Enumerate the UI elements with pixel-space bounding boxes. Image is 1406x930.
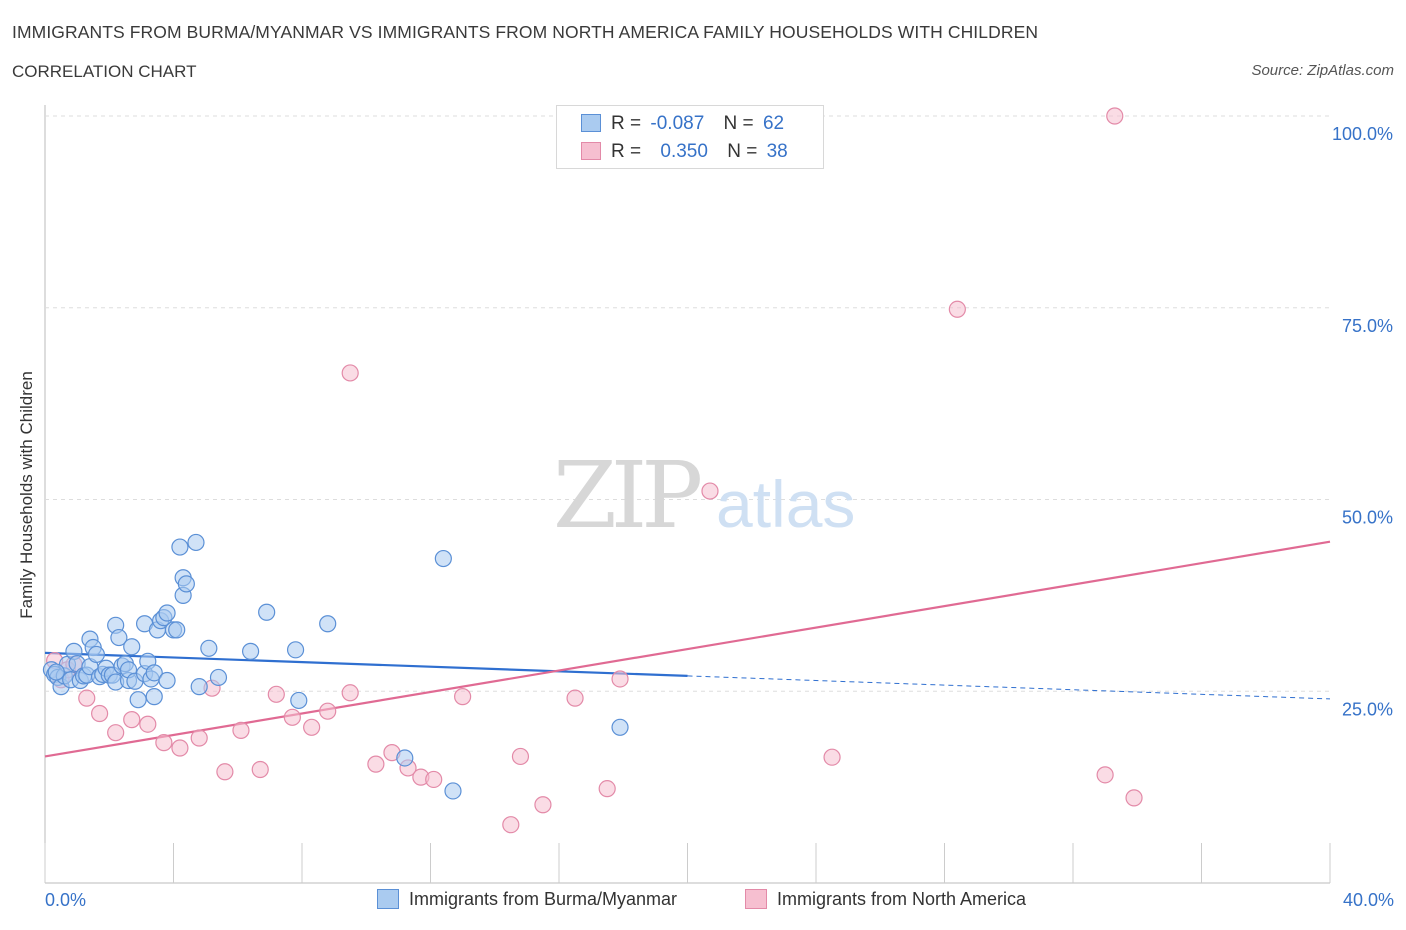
point-north-america (701, 482, 719, 500)
legend-row-north-america: R = 0.350 N = 38 (581, 141, 788, 165)
point-burma (290, 691, 308, 710)
point-north-america (566, 689, 584, 707)
point-burma (129, 691, 147, 709)
point-north-america (303, 718, 321, 736)
chart-source: Source: ZipAtlas.com (1251, 62, 1394, 79)
watermark-atlas: atlas (716, 467, 855, 541)
point-north-america (216, 763, 234, 781)
point-north-america (190, 729, 208, 747)
point-burma (611, 718, 629, 736)
point-burma (145, 664, 163, 682)
point-north-america (155, 734, 173, 752)
x-tick-label-min: 0.0% (45, 890, 87, 910)
point-north-america (511, 747, 530, 766)
r-value: -0.087 (650, 113, 705, 134)
correlation-legend: R = -0.087 N = 62 R = 0.350 N = 38 (556, 105, 824, 169)
point-burma (444, 782, 462, 800)
point-north-america (425, 770, 443, 789)
chart-subtitle: CORRELATION CHART (12, 62, 197, 81)
blue-swatch (377, 889, 399, 909)
point-north-america (78, 689, 96, 707)
point-burma (110, 628, 128, 647)
r-label: R = (611, 113, 642, 134)
point-north-america (948, 300, 966, 318)
point-burma (286, 641, 305, 659)
legend-item-burma: Immigrants from Burma/Myanmar (377, 889, 677, 910)
point-north-america (534, 796, 552, 814)
legend-label: Immigrants from Burma/Myanmar (409, 889, 678, 909)
point-burma (158, 604, 176, 622)
point-north-america (341, 364, 359, 382)
n-label: N = (723, 113, 754, 134)
trendline-north-america (44, 540, 1331, 758)
point-north-america (107, 724, 125, 742)
point-burma (171, 538, 189, 556)
point-burma (87, 645, 106, 664)
x-tick-label-max: 40.0% (1342, 890, 1394, 910)
point-burma (123, 638, 141, 656)
n-value: 38 (766, 141, 788, 162)
pink-swatch (745, 889, 767, 909)
point-north-america (611, 670, 629, 688)
n-label: N = (727, 141, 758, 162)
point-north-america (267, 685, 285, 703)
point-north-america (319, 702, 337, 720)
legend-label: Immigrants from North America (777, 889, 1027, 909)
point-burma (200, 639, 218, 657)
point-burma (242, 642, 260, 660)
point-north-america (502, 816, 520, 834)
point-north-america (367, 755, 385, 773)
point-north-america (598, 780, 616, 798)
legend-item-north-america: Immigrants from North America (745, 889, 1026, 910)
y-tick-label: 75.0% (1342, 316, 1393, 336)
point-burma (168, 621, 186, 639)
point-burma (177, 575, 195, 593)
point-north-america (1096, 766, 1114, 784)
point-north-america (123, 711, 141, 729)
point-burma (47, 663, 65, 681)
point-burma (319, 615, 337, 633)
r-value: 0.350 (660, 141, 708, 162)
point-burma (145, 688, 163, 706)
y-tick-label: 50.0% (1342, 508, 1393, 528)
point-north-america (823, 748, 841, 766)
point-burma (209, 668, 228, 687)
y-tick-label: 100.0% (1332, 124, 1393, 144)
point-north-america (454, 688, 472, 706)
trendline-burma-extension (687, 675, 1331, 700)
n-value: 62 (762, 113, 785, 134)
point-north-america (251, 760, 269, 779)
point-north-america (283, 708, 301, 726)
point-burma (258, 603, 276, 621)
point-north-america (341, 684, 359, 702)
legend-row-burma: R = -0.087 N = 62 (581, 113, 784, 137)
chart-title: IMMIGRANTS FROM BURMA/MYANMAR VS IMMIGRA… (12, 22, 1039, 42)
point-north-america (232, 721, 250, 739)
point-burma (187, 533, 205, 552)
point-north-america (171, 739, 189, 757)
y-tick-label: 25.0% (1342, 699, 1393, 719)
r-label: R = (611, 141, 642, 162)
point-burma (396, 749, 414, 767)
point-burma (434, 549, 452, 568)
point-north-america (91, 704, 109, 723)
blue-swatch (581, 114, 601, 132)
point-north-america (1106, 107, 1124, 125)
point-north-america (1125, 789, 1143, 807)
watermark-zip: ZIP (553, 442, 700, 549)
point-north-america (139, 715, 157, 733)
pink-swatch (581, 142, 601, 160)
point-burma (190, 678, 208, 696)
point-burma (158, 671, 176, 690)
